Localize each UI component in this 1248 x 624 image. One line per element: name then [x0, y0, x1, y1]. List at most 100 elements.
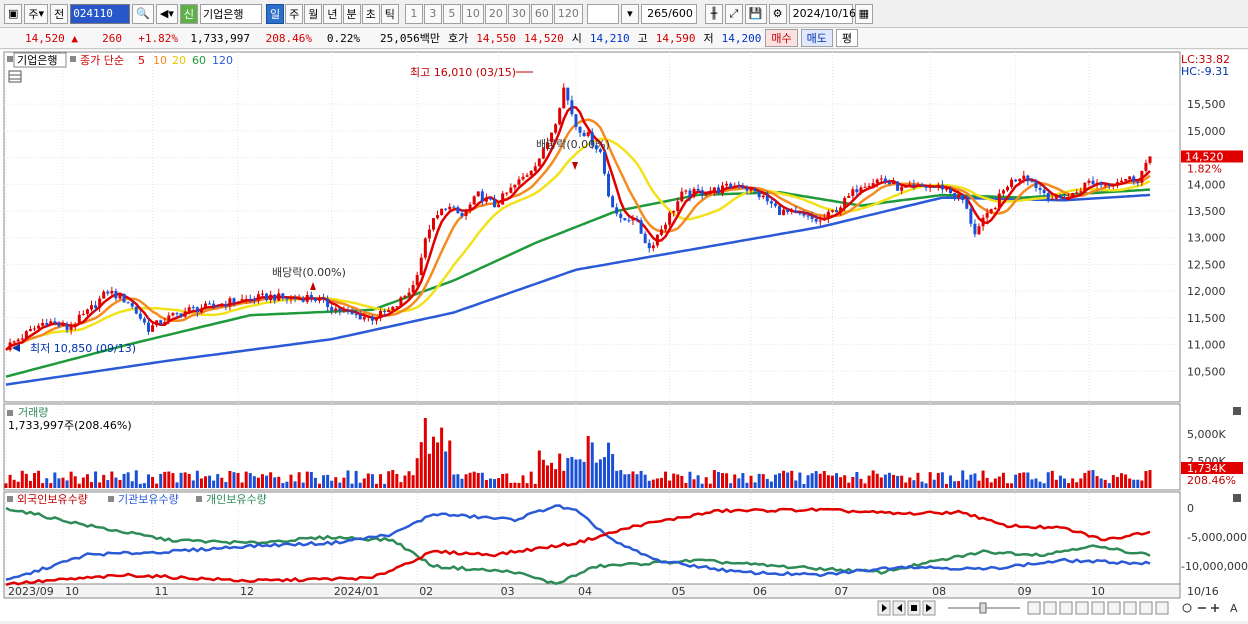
candle-body-122	[501, 193, 505, 205]
holdings-close-icon[interactable]	[1233, 494, 1241, 502]
save-icon[interactable]: 💾	[744, 3, 767, 24]
chart-svg[interactable]: 10,500 11,000 11,500 12,000 12,500 13,000 13,5…	[0, 50, 1248, 621]
interval-tab-1[interactable]: 1	[404, 3, 423, 24]
legend-ma10[interactable]: 10	[153, 54, 167, 67]
candle-body-259	[1058, 196, 1062, 199]
candle-body-272	[1111, 185, 1115, 187]
volume-bar-72	[297, 472, 301, 488]
table-icon[interactable]	[8, 70, 22, 83]
legend-series-label[interactable]: 종가 단순	[80, 54, 124, 67]
legend-ma20[interactable]: 20	[172, 54, 186, 67]
candle-body-1	[8, 342, 12, 350]
legend-ma5[interactable]: 5	[138, 54, 145, 67]
candle-body-225	[920, 184, 924, 187]
tool-icon-9[interactable]	[1155, 601, 1169, 615]
eval-button[interactable]: 평	[835, 29, 858, 47]
candle-body-137	[562, 87, 566, 109]
legend-name-box[interactable]	[13, 52, 67, 68]
buy-button[interactable]: 매수	[765, 29, 798, 47]
legend-ma120[interactable]: 120	[212, 54, 233, 67]
interval-custom-input[interactable]	[586, 3, 619, 24]
legend-individual[interactable]: 개인보유수량	[206, 493, 267, 506]
stock-code-input[interactable]: 024110	[70, 3, 131, 24]
tool-icon-4[interactable]	[1075, 601, 1089, 615]
period-tab-6[interactable]: 틱	[380, 3, 399, 24]
tool-icon-5[interactable]	[1091, 601, 1105, 615]
period-tab-0[interactable]: 일	[266, 3, 285, 24]
volume-title: 거래량	[18, 406, 48, 419]
volume-bar-15	[65, 480, 69, 488]
volume-bar-63	[260, 474, 264, 488]
tool-icon-8[interactable]	[1139, 601, 1153, 615]
prev-button[interactable]: 전	[50, 3, 69, 24]
legend-ma60[interactable]: 60	[192, 54, 206, 67]
calendar-icon[interactable]: ▦	[854, 3, 873, 24]
window-icon[interactable]: ▣	[4, 3, 23, 24]
period-tab-5[interactable]: 초	[361, 3, 380, 24]
candle-body-173	[708, 191, 712, 194]
legend-institution[interactable]: 기관보유수량	[118, 493, 179, 506]
candle-body-98	[403, 295, 407, 298]
period-tab-4[interactable]: 분	[342, 3, 361, 24]
speaker-icon[interactable]: ◀▾	[155, 3, 178, 24]
interval-tab-60[interactable]: 60	[530, 3, 553, 24]
candle-body-61	[252, 299, 256, 301]
volume-bar-201	[822, 471, 826, 488]
candle-body-234	[957, 194, 961, 198]
volume-bar-154	[631, 471, 635, 488]
gear-icon[interactable]: ⚙	[768, 3, 787, 24]
hc-label: HC:-9.31	[1181, 65, 1229, 78]
legend-foreign[interactable]: 외국인보유수량	[17, 493, 88, 506]
tool-icon-6[interactable]	[1107, 601, 1121, 615]
period-type-select[interactable]: 주 ▾	[24, 3, 49, 24]
candle-body-72	[297, 298, 301, 300]
chart-type-icon[interactable]: ╫	[704, 3, 723, 24]
zoom-slider-handle[interactable]	[979, 602, 987, 614]
font-size-icon[interactable]: A	[1230, 602, 1238, 615]
candle-body-85	[350, 311, 354, 315]
candle-body-22	[94, 305, 98, 308]
volume-bar-204	[835, 473, 839, 488]
candle-body-264	[1079, 191, 1083, 193]
search-icon[interactable]: 🔍	[132, 3, 154, 24]
volume-last-label: 1,734K	[1187, 462, 1226, 475]
tool-icon-7[interactable]	[1123, 601, 1137, 615]
candle-body-50	[208, 303, 212, 305]
candle-body-202	[826, 211, 830, 219]
volume-close-icon[interactable]	[1233, 407, 1241, 415]
interval-tab-30[interactable]: 30	[507, 3, 530, 24]
interval-tab-10[interactable]: 10	[461, 3, 484, 24]
volume-bar-259	[1058, 475, 1062, 488]
count-input[interactable]: 265/600	[640, 3, 697, 24]
candle-body-106	[436, 215, 440, 219]
interval-tab-20[interactable]: 20	[484, 3, 507, 24]
tool-icon-1[interactable]	[1027, 601, 1041, 615]
y-tick-12000: 12,000	[1187, 285, 1226, 298]
zoom-in-icon[interactable]	[1211, 604, 1219, 612]
date-input[interactable]: 2024/10/16	[788, 3, 856, 24]
interval-dropdown[interactable]: ▾	[620, 3, 639, 24]
zoom-icon[interactable]	[1182, 603, 1192, 613]
volume-bar-243	[993, 478, 997, 488]
foreign-line	[5, 507, 1151, 586]
volume-bar-171	[700, 483, 704, 488]
candle-body-26	[110, 290, 114, 294]
volume-bar-104	[427, 453, 431, 488]
volume-bar-89	[366, 473, 370, 488]
sell-button[interactable]: 매도	[800, 29, 833, 47]
tool-icon-3[interactable]	[1059, 601, 1073, 615]
draw-tool-icon[interactable]: ⤢	[724, 3, 743, 24]
volume-bar-31	[130, 481, 134, 488]
volume-bar-117	[480, 472, 484, 488]
volume-bar-12	[53, 472, 57, 488]
volume-bar-8	[37, 470, 41, 488]
volume-bar-71	[293, 481, 297, 488]
interval-tab-120[interactable]: 120	[553, 3, 583, 24]
interval-tab-5[interactable]: 5	[442, 3, 461, 24]
interval-tab-3[interactable]: 3	[423, 3, 442, 24]
period-tab-2[interactable]: 월	[304, 3, 323, 24]
period-tab-3[interactable]: 년	[323, 3, 342, 24]
candle-body-67	[277, 293, 281, 301]
tool-icon-2[interactable]	[1043, 601, 1057, 615]
period-tab-1[interactable]: 주	[285, 3, 304, 24]
